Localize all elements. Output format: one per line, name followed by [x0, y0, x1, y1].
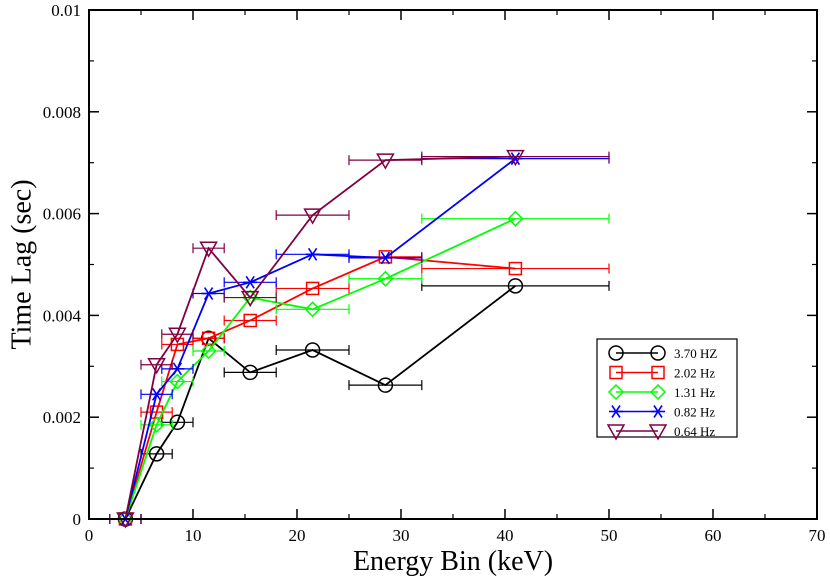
x-tick-label: 60: [705, 526, 722, 545]
data-point-diamond: [649, 383, 667, 401]
x-tick-label: 70: [809, 526, 826, 545]
data-point-star: [201, 287, 216, 300]
legend-label: 0.64 Hz: [674, 424, 715, 439]
star-stroke: [245, 275, 255, 289]
data-point-triangle: [147, 358, 166, 375]
star-stroke: [380, 251, 391, 265]
legend-entry: 1.31 Hz: [607, 383, 715, 401]
axis-ticks: 0 10 20 30 40 50 60 70 0 0.002 0.004 0.006 0.008 0.01: [43, 1, 826, 545]
data-point-diamond: [377, 270, 394, 287]
data-point-circle: [377, 377, 394, 393]
data-point-triangle: [376, 153, 395, 170]
data-point-square: [305, 281, 320, 296]
data-point-star: [651, 405, 665, 418]
x-tick-label: 10: [185, 526, 202, 545]
data-point-star: [609, 405, 623, 418]
y-tick-label: 0: [73, 510, 82, 529]
data-point-square: [243, 313, 257, 328]
series: [109, 250, 610, 526]
y-tick-label: 0.004: [43, 306, 82, 325]
legend-entry: 0.64 Hz: [606, 424, 715, 441]
series: [109, 149, 610, 529]
star-stroke: [653, 405, 663, 418]
star-stroke: [151, 387, 162, 401]
legend-entry: 2.02 Hz: [609, 365, 715, 381]
series-line: [124, 285, 516, 520]
data-point-triangle: [606, 424, 626, 441]
star-stroke: [172, 362, 183, 376]
data-point-star: [243, 275, 258, 289]
x-tick-label: 20: [289, 526, 306, 545]
data-point-diamond: [304, 301, 321, 318]
series-group: [109, 149, 610, 529]
legend: 3.70 HZ 2.02 Hz 1.31 Hz 0.82 Hz 0.64 Hz: [596, 338, 738, 441]
data-point-circle: [169, 414, 186, 431]
legend-entry: 0.82 Hz: [609, 405, 715, 420]
data-point-circle: [304, 342, 321, 358]
data-point-star: [149, 387, 164, 401]
series-line: [124, 217, 516, 520]
data-point-diamond: [148, 416, 165, 433]
y-axis-title: Time Lag (sec): [7, 179, 38, 349]
data-point-circle: [608, 345, 624, 361]
y-tick-label: 0.006: [43, 205, 81, 224]
legend-label: 3.70 HZ: [674, 346, 717, 361]
star-stroke: [510, 152, 521, 166]
data-point-triangle: [240, 290, 260, 308]
data-point-diamond: [607, 383, 625, 401]
x-tick-label: 40: [497, 526, 514, 545]
y-tick-label: 0.002: [43, 408, 81, 427]
data-point-star: [378, 251, 393, 265]
data-point-square: [651, 365, 665, 380]
data-point-star: [305, 247, 320, 261]
data-point-circle: [507, 278, 524, 294]
data-point-triangle: [506, 149, 525, 167]
data-point-circle: [650, 345, 666, 361]
legend-entry: 3.70 HZ: [608, 345, 717, 361]
data-point-circle: [148, 446, 165, 462]
x-tick-label: 50: [601, 526, 618, 545]
plot-frame: [88, 9, 818, 520]
data-point-diamond: [169, 373, 186, 390]
y-tick-label: 0.008: [43, 103, 81, 122]
data-point-diamond: [507, 210, 524, 227]
data-point-square: [609, 365, 623, 380]
x-axis-title: Energy Bin (keV): [353, 546, 553, 577]
data-point-square: [508, 261, 523, 276]
star-stroke: [307, 247, 318, 261]
series: [109, 278, 610, 527]
data-point-star: [508, 152, 523, 166]
data-point-triangle: [199, 241, 218, 258]
data-point-triangle: [168, 327, 187, 344]
data-point-diamond: [200, 342, 217, 360]
series-line: [124, 155, 516, 520]
legend-label: 0.82 Hz: [674, 405, 715, 420]
legend-box: [596, 338, 738, 438]
legend-label: 1.31 Hz: [674, 385, 715, 400]
data-point-triangle: [303, 208, 322, 225]
star-stroke: [203, 287, 214, 300]
legend-label: 2.02 Hz: [674, 366, 715, 381]
x-tick-label: 30: [393, 526, 410, 545]
star-stroke: [611, 405, 621, 418]
y-tick-label: 0.01: [51, 1, 81, 20]
x-tick-label: 0: [85, 526, 94, 545]
series-line: [124, 255, 516, 520]
data-point-circle: [242, 364, 258, 381]
data-point-triangle: [648, 424, 668, 441]
series: [109, 152, 610, 526]
